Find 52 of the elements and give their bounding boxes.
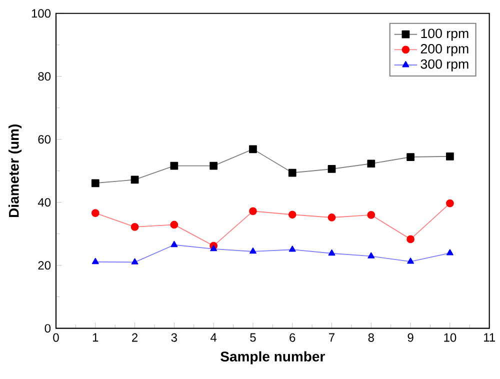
x-tick-label: 7 xyxy=(329,333,334,342)
point xyxy=(91,179,100,188)
x-tick-label: 0 xyxy=(53,333,59,342)
x-tick-label: 1 xyxy=(92,333,98,342)
point xyxy=(210,162,218,170)
x-tick-label: 2 xyxy=(132,333,138,342)
point xyxy=(367,211,376,219)
x-tick-label: 11 xyxy=(484,333,495,342)
x-tick-label: 3 xyxy=(171,333,177,342)
y-tick-label: 40 xyxy=(38,198,51,207)
point xyxy=(130,176,139,184)
point xyxy=(328,249,336,256)
point xyxy=(250,248,256,254)
point xyxy=(406,235,414,244)
x-axis-title: Sample number xyxy=(220,351,325,364)
x-tick-label: 4 xyxy=(210,333,217,342)
y-tick-label: 20 xyxy=(38,261,51,270)
point xyxy=(249,145,257,154)
point xyxy=(446,249,454,256)
point xyxy=(328,165,336,173)
x-tick-label: 10 xyxy=(444,333,456,342)
point xyxy=(170,240,178,248)
point xyxy=(407,258,414,264)
point xyxy=(446,199,454,208)
point xyxy=(249,207,257,216)
point xyxy=(406,153,414,161)
y-tick-label: 100 xyxy=(32,9,51,18)
x-tick-label: 8 xyxy=(368,333,374,342)
y-tick-label: 60 xyxy=(38,135,51,144)
point xyxy=(131,258,138,264)
x-tick-label: 5 xyxy=(250,333,256,342)
point xyxy=(130,222,139,231)
y-tick-label: 0 xyxy=(44,324,51,333)
y-tick-label: 80 xyxy=(38,72,51,81)
x-tick-label: 9 xyxy=(408,333,414,342)
point xyxy=(368,252,375,258)
point xyxy=(288,246,296,252)
y-axis-title: Diameter (um) xyxy=(8,124,22,217)
legend-label: 300 rpm xyxy=(420,59,468,72)
point xyxy=(210,245,218,252)
legend-label: 100 rpm xyxy=(421,28,468,41)
point xyxy=(170,162,178,170)
point xyxy=(288,210,296,219)
point xyxy=(92,258,99,264)
point xyxy=(91,209,100,218)
point xyxy=(446,152,454,160)
point xyxy=(328,214,336,222)
point xyxy=(288,168,296,177)
x-tick-label: 6 xyxy=(290,333,296,342)
legend-label: 200 rpm xyxy=(420,44,468,56)
point xyxy=(170,220,178,229)
point xyxy=(367,160,376,168)
